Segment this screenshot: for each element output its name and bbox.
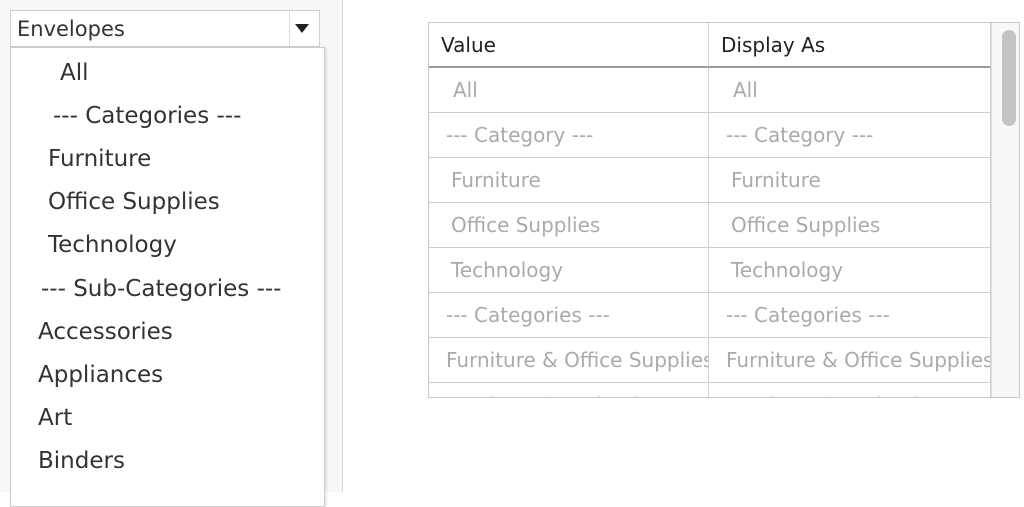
cell-value[interactable]: Furniture & Technology xyxy=(429,383,709,397)
dropdown-list[interactable]: All --- Categories --- Furniture Office … xyxy=(10,47,325,507)
scrollbar[interactable] xyxy=(991,23,1019,397)
cell-display-as[interactable]: Technology xyxy=(709,248,991,292)
list-item[interactable]: Art xyxy=(38,405,73,431)
table-header: Value Display As xyxy=(429,23,991,68)
cell-value[interactable]: All xyxy=(429,68,709,112)
table-row[interactable]: --- Categories --- --- Categories --- xyxy=(429,293,991,338)
scrollbar-thumb[interactable] xyxy=(1002,30,1016,126)
caret-down-icon[interactable] xyxy=(295,24,309,33)
table-row[interactable]: Technology Technology xyxy=(429,248,991,293)
table-row[interactable]: Furniture & Office Supplies Furniture & O… xyxy=(429,338,991,383)
cell-value[interactable]: --- Category --- xyxy=(429,113,709,157)
table-row[interactable]: All All xyxy=(429,68,991,113)
list-item[interactable]: --- Sub-Categories --- xyxy=(41,276,282,302)
dropdown-selected-value: Envelopes xyxy=(17,17,125,41)
cell-value[interactable]: Technology xyxy=(429,248,709,292)
list-item[interactable]: Appliances xyxy=(38,362,164,388)
cell-value[interactable]: Furniture xyxy=(429,158,709,202)
cell-display-as[interactable]: Office Supplies xyxy=(709,203,991,247)
cell-value[interactable]: Furniture & Office Supplies xyxy=(429,338,709,382)
header-display-as: Display As xyxy=(709,23,991,67)
cell-display-as[interactable]: Furniture & Office Supplies xyxy=(709,338,991,382)
cell-value[interactable]: --- Categories --- xyxy=(429,293,709,337)
table-row[interactable]: Furniture & TechnologyFurniture & Techno… xyxy=(429,383,991,397)
list-item[interactable]: Office Supplies xyxy=(48,189,220,215)
divider xyxy=(289,11,290,46)
cell-value[interactable]: Office Supplies xyxy=(429,203,709,247)
table-row[interactable]: Furniture Furniture xyxy=(429,158,991,203)
list-item[interactable]: Accessories xyxy=(38,319,173,345)
filter-dropdown[interactable]: Envelopes xyxy=(10,10,320,47)
values-table: Value Display As All All --- Category --- -… xyxy=(428,22,1020,398)
cell-display-as[interactable]: --- Categories --- xyxy=(709,293,991,337)
list-item[interactable]: --- Categories --- xyxy=(53,103,242,129)
list-item[interactable]: Binders xyxy=(38,448,125,474)
cell-display-as[interactable]: --- Category --- xyxy=(709,113,991,157)
cell-display-as[interactable]: Furniture & Technology xyxy=(709,383,991,397)
table-row[interactable]: --- Category --- --- Category --- xyxy=(429,113,991,158)
cell-display-as[interactable]: All xyxy=(709,68,991,112)
list-item[interactable]: Technology xyxy=(48,232,177,258)
cell-display-as[interactable]: Furniture xyxy=(709,158,991,202)
list-item[interactable]: Furniture xyxy=(48,146,152,172)
table-row[interactable]: Office Supplies Office Supplies xyxy=(429,203,991,248)
list-item[interactable]: All xyxy=(60,60,89,86)
header-value: Value xyxy=(429,23,709,67)
